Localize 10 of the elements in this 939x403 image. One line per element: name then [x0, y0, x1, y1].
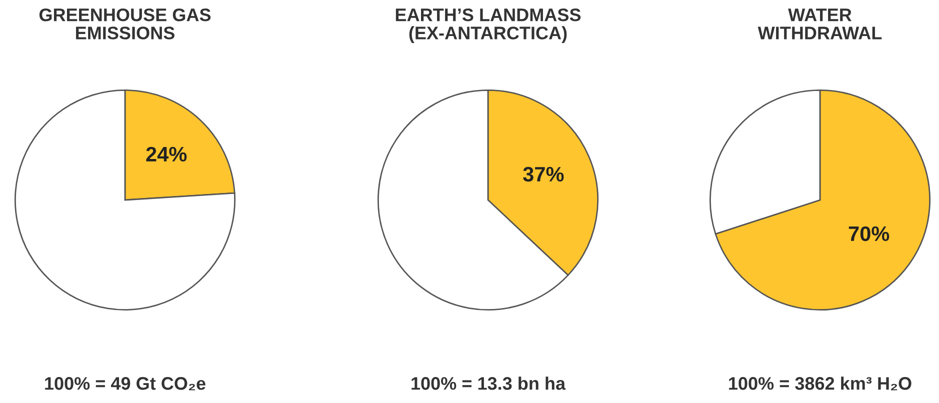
data-label: 70% [848, 226, 890, 242]
text: 100% = 49 Gt CO₂e [45, 377, 206, 390]
data-label: 37% [523, 166, 564, 182]
text: 100% = 13.3 bn ha [412, 376, 566, 390]
chart-title: EARTH’S LANDMASS (EX-ANTARCTICA) [396, 8, 581, 43]
data-label: 24% [146, 146, 187, 162]
pie-slice [14, 90, 236, 310]
text: 100% = 3862 km³ H₂O [729, 376, 912, 390]
chart-title: WATER WITHDRAWAL [758, 8, 882, 40]
chart-title: GREENHOUSE GAS EMISSIONS [39, 8, 211, 40]
